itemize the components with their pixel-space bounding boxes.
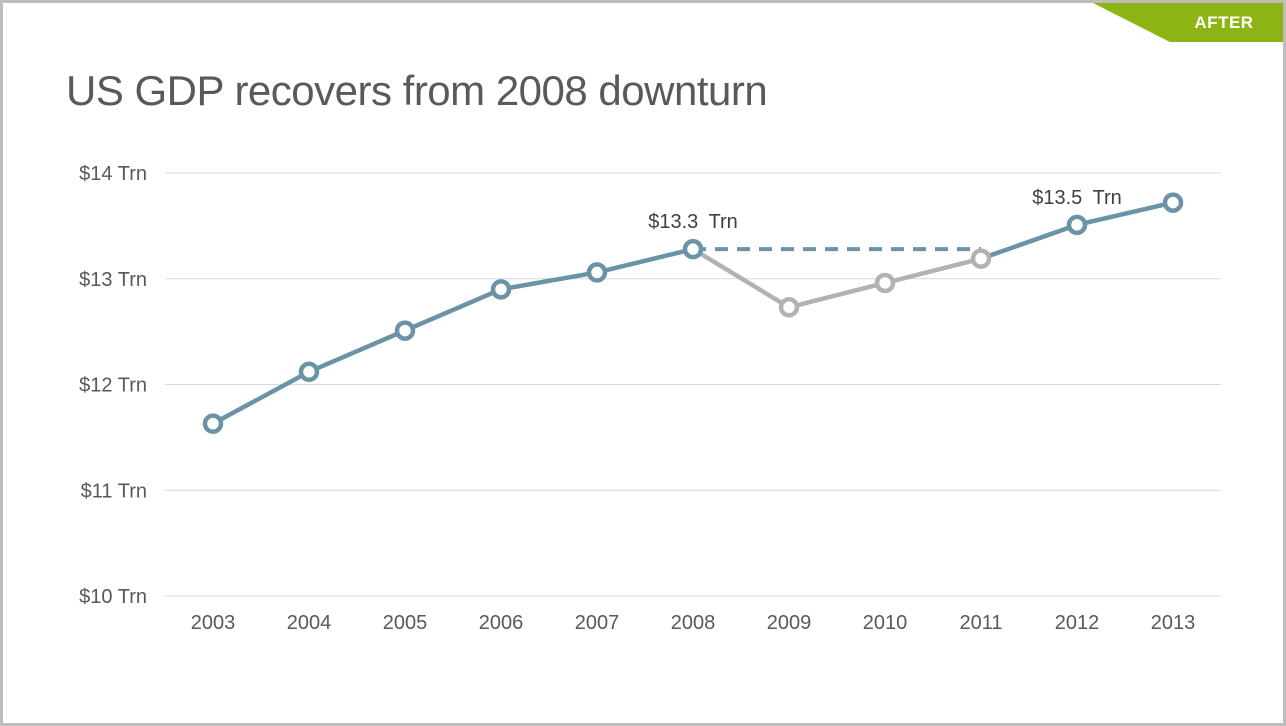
- marker-2009: [778, 297, 800, 318]
- x-tick-label-2004: 2004: [287, 612, 332, 634]
- x-tick-label-2006: 2006: [479, 612, 524, 634]
- y-tick-label-14: $14 Trn: [79, 163, 147, 185]
- y-tick-label-11: $11 Trn: [81, 480, 147, 502]
- y-tick-label-13: $13 Trn: [79, 269, 147, 291]
- y-tick-label-10: $10 Trn: [79, 586, 147, 608]
- marker-2004: [298, 361, 320, 383]
- marker-2013: [1162, 192, 1184, 213]
- line-segment-expansion: [210, 246, 696, 426]
- marker-2006: [490, 279, 512, 300]
- x-tick-label-2003: 2003: [191, 612, 236, 634]
- marker-2007: [586, 262, 608, 283]
- x-tick-label-2013: 2013: [1151, 612, 1196, 634]
- annotation-2012-recovery: $13.5 Trn: [1032, 186, 1122, 209]
- gdp-line-chart: $10 Trn $11 Trn $12 Trn $13 Trn $14 Trn 2003 2…: [79, 163, 1221, 634]
- annotation-2008-peak: $13.3 Trn: [648, 211, 738, 234]
- marker-2008: [682, 238, 704, 260]
- x-tick-label-2010: 2010: [863, 612, 908, 634]
- marker-2003: [202, 413, 224, 434]
- marker-2012: [1066, 214, 1088, 236]
- x-tick-label-2005: 2005: [383, 612, 428, 634]
- page-title: US GDP recovers from 2008 downturn: [66, 67, 768, 114]
- y-tick-label-12: $12 Trn: [79, 375, 147, 397]
- x-tick-label-2008: 2008: [671, 612, 716, 634]
- x-tick-label-2007: 2007: [575, 612, 620, 634]
- marker-2011: [970, 248, 992, 269]
- after-ribbon-label: AFTER: [1194, 12, 1254, 32]
- x-tick-label-2012: 2012: [1055, 612, 1100, 634]
- line-segment-downturn: [690, 246, 984, 310]
- marker-2010: [874, 272, 896, 294]
- x-tick-label-2011: 2011: [959, 612, 1002, 634]
- x-tick-label-2009: 2009: [767, 612, 812, 634]
- marker-2005: [394, 320, 416, 341]
